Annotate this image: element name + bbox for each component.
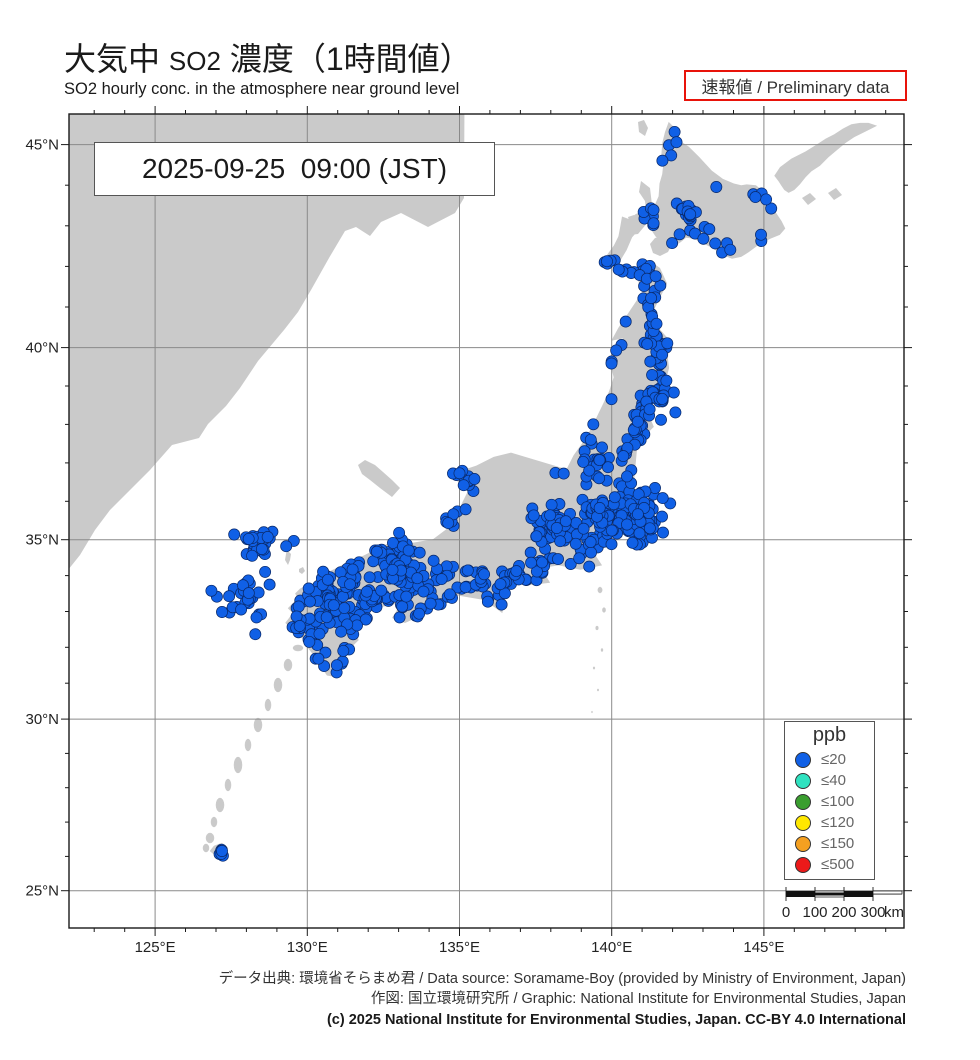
svg-text:30°N: 30°N xyxy=(25,711,59,728)
svg-text:135°E: 135°E xyxy=(439,939,480,956)
svg-text:145°E: 145°E xyxy=(743,939,784,956)
svg-text:125°E: 125°E xyxy=(135,939,176,956)
svg-text:200: 200 xyxy=(831,904,856,921)
svg-text:km: km xyxy=(884,904,904,921)
svg-text:35°N: 35°N xyxy=(25,532,59,549)
svg-text:0: 0 xyxy=(782,904,790,921)
svg-text:100: 100 xyxy=(802,904,827,921)
svg-text:45°N: 45°N xyxy=(25,137,59,154)
svg-text:140°E: 140°E xyxy=(591,939,632,956)
svg-text:25°N: 25°N xyxy=(25,883,59,900)
svg-text:40°N: 40°N xyxy=(25,340,59,357)
svg-text:130°E: 130°E xyxy=(287,939,328,956)
svg-text:300: 300 xyxy=(860,904,885,921)
